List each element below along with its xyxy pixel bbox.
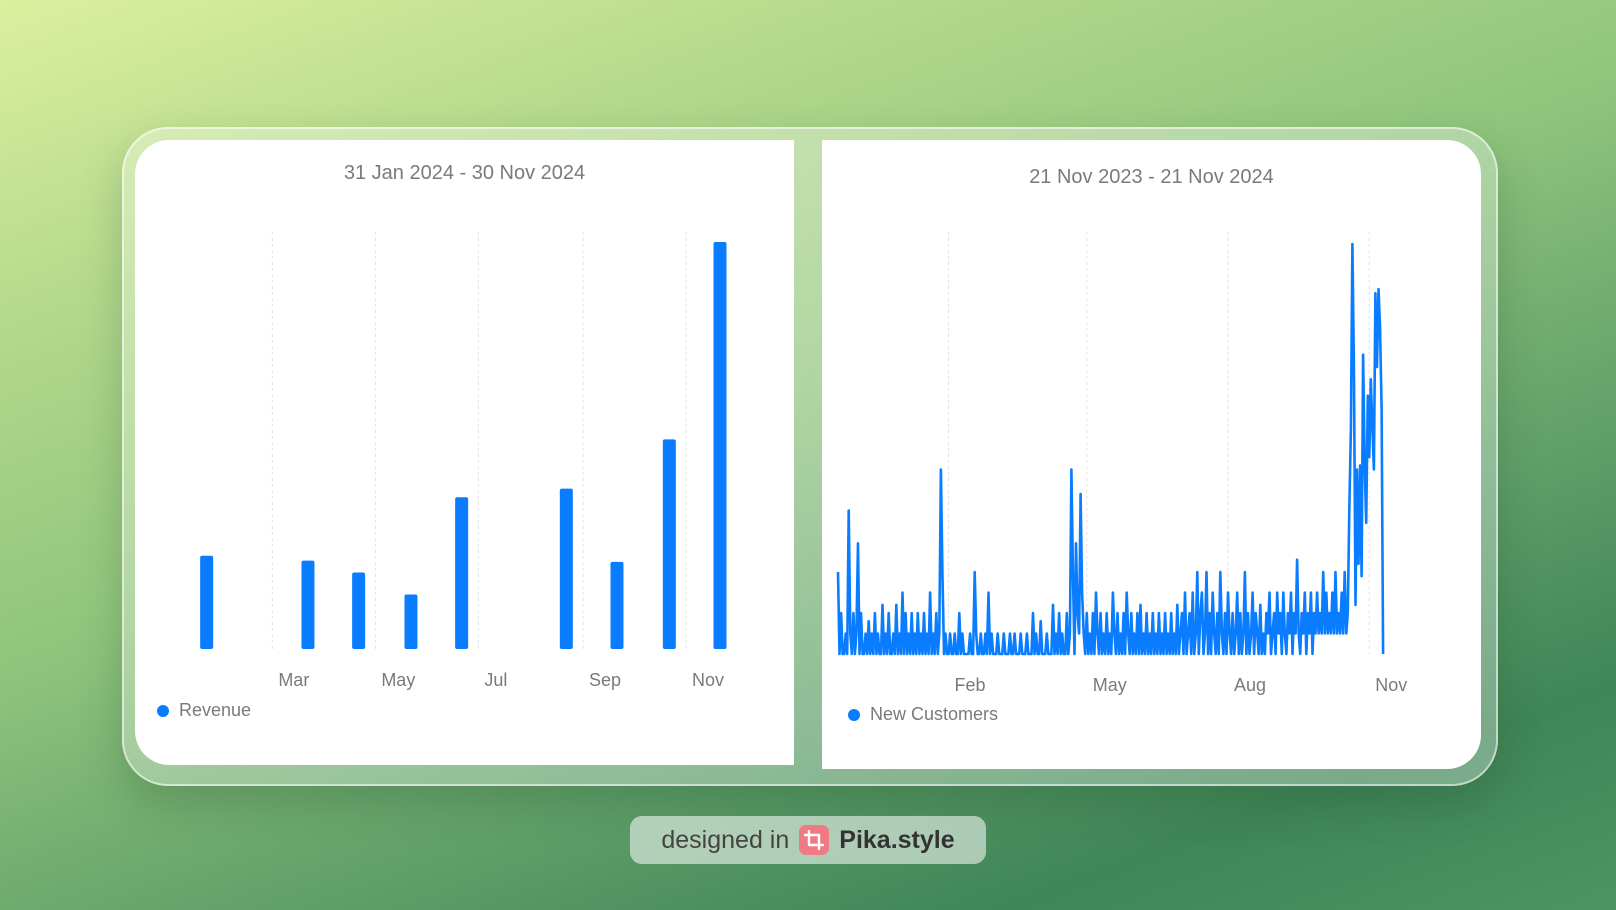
- revenue-bar: [352, 572, 366, 649]
- revenue-bar: [455, 497, 469, 649]
- revenue-legend-label: Revenue: [179, 700, 252, 720]
- x-tick-label: Sep: [589, 670, 621, 690]
- new-customers-line: [836, 242, 1385, 656]
- revenue-bar: [713, 242, 727, 649]
- badge-prefix: designed in: [661, 825, 790, 854]
- x-tick-label: Nov: [692, 670, 724, 690]
- revenue-bar: [301, 560, 315, 649]
- revenue-chart-title: 31 Jan 2024 - 30 Nov 2024: [343, 162, 586, 184]
- x-tick-label: Mar: [278, 670, 309, 690]
- x-tick-label: Nov: [1375, 675, 1407, 695]
- revenue-chart-panel: 31 Jan 2024 - 30 Nov 2024 Mar May Jul Sep No…: [135, 140, 794, 765]
- x-tick-label: Jul: [484, 670, 507, 690]
- revenue-bar: [662, 439, 676, 649]
- revenue-chart: Mar May Jul Sep Nov: [200, 232, 727, 690]
- new-customers-chart: Feb May Aug Nov: [836, 232, 1407, 695]
- new-customers-chart-panel: 21 Nov 2023 - 21 Nov 2024 Feb May Aug Nov N…: [822, 140, 1481, 769]
- new-customers-legend[interactable]: New Customers: [848, 704, 998, 725]
- x-tick-label: May: [1093, 675, 1127, 695]
- revenue-legend[interactable]: Revenue: [157, 700, 251, 721]
- badge-brand: Pika.style: [839, 825, 955, 854]
- new-customers-chart-title: 21 Nov 2023 - 21 Nov 2024: [1029, 166, 1274, 188]
- crop-icon: [799, 825, 830, 855]
- x-tick-label: Feb: [955, 675, 986, 695]
- revenue-bar: [610, 561, 624, 649]
- revenue-bar: [200, 555, 214, 649]
- new-customers-legend-dot: [848, 708, 860, 721]
- x-tick-label: May: [381, 670, 415, 690]
- revenue-bar: [404, 594, 418, 649]
- revenue-legend-dot: [157, 704, 169, 717]
- designed-in-badge[interactable]: designed in Pika.style: [630, 816, 986, 864]
- x-tick-label: Aug: [1234, 675, 1266, 695]
- revenue-bar: [559, 488, 573, 649]
- new-customers-legend-label: New Customers: [870, 704, 999, 724]
